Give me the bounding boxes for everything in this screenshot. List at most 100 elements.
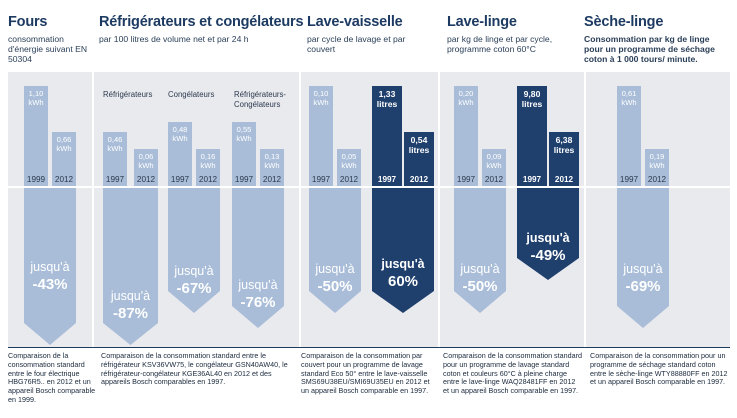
- reduction-arrow: [24, 188, 76, 345]
- bar-value-label: 0,09 kWh: [486, 152, 502, 170]
- footnote: Comparaison de la consommation par couve…: [301, 351, 430, 396]
- bar-year-label: 2012: [262, 175, 282, 184]
- bar-value-label: 0,55 kWh: [236, 125, 252, 143]
- bar: 0,55 kWh 1997: [232, 122, 256, 186]
- bar: 0,20 kWh 1997: [454, 86, 478, 186]
- bar-year-label: 1997: [170, 175, 190, 184]
- column-title: Fours: [8, 14, 48, 30]
- bar-value-label: 0,20 kWh: [458, 89, 474, 107]
- bar: 0,16 kWh 2012: [196, 149, 220, 186]
- column-title: Sèche-linge: [584, 14, 664, 30]
- bar: 0,06 kWh 2012: [134, 149, 158, 186]
- baseline: [94, 186, 299, 188]
- reduction-label: jusqu'à -69%: [611, 261, 675, 295]
- bar: 0,61 kWh 1997: [617, 86, 641, 186]
- reduction-prefix: jusqu'à: [110, 289, 151, 303]
- reduction-percent: -49%: [530, 247, 566, 264]
- bar-value-label: 0,48 kWh: [172, 125, 188, 143]
- reduction-arrow: [168, 188, 220, 313]
- column-header-lave-linge: Lave-linge par kg de linge et par cycle,…: [447, 0, 563, 54]
- baseline: [8, 186, 92, 188]
- bar-year-label: 2012: [484, 175, 504, 184]
- bar: 0,05 kWh 2012: [337, 149, 361, 186]
- reduction-percent: -50%: [462, 278, 498, 295]
- bar: 0,66 kWh 2012: [52, 132, 76, 186]
- footnote: Comparaison de la consommation standard …: [101, 351, 288, 387]
- bar-value-label: 0,46 kWh: [107, 135, 123, 153]
- column-subtitle: par 100 litres de volume net et par 24 h: [99, 34, 249, 44]
- bar: 0,10 kWh 1997: [309, 86, 333, 186]
- bar: 9,80 litres 1997: [517, 86, 547, 186]
- reduction-arrow: [517, 188, 579, 280]
- bar-year-label: 1997: [377, 175, 397, 184]
- bar-year-label: 2012: [136, 175, 156, 184]
- reduction-label: jusqu'à 60%: [366, 256, 440, 290]
- baseline: [586, 186, 730, 188]
- bar-value-label: 6,38 litres: [553, 135, 575, 155]
- bar-year-label: 1997: [234, 175, 254, 184]
- bar-year-label: 1997: [456, 175, 476, 184]
- bar-value-label: 1,33 litres: [376, 89, 398, 109]
- category-label: Réfrigérateurs: [103, 90, 153, 99]
- column-subtitle: consommation d'énergie suivant EN 50304: [8, 34, 88, 65]
- bar-year-label: 1997: [522, 175, 542, 184]
- footnote: Comparaison de la consommation pour un p…: [590, 351, 728, 387]
- column-subtitle: par cycle de lavage et par couvert: [307, 34, 406, 55]
- bar-value-label: 9,80 litres: [521, 89, 543, 109]
- reduction-arrow: [617, 188, 669, 328]
- bar-year-label: 1997: [105, 175, 125, 184]
- bar: 1,10 kWh 1999: [24, 86, 48, 186]
- reduction-prefix: jusqu'à: [174, 264, 214, 278]
- footer-divider: [8, 347, 730, 348]
- reduction-percent: -67%: [176, 280, 212, 297]
- reduction-label: jusqu'à -50%: [448, 261, 512, 295]
- reduction-percent: -87%: [112, 305, 149, 322]
- reduction-prefix: jusqu'à: [460, 262, 500, 276]
- reduction-arrow: [309, 188, 361, 313]
- bar-value-label: 0,61 kWh: [621, 89, 637, 107]
- column-header-seche-linge: Sèche-linge Consommation par kg de linge…: [584, 0, 730, 65]
- reduction-percent: -69%: [625, 278, 661, 295]
- reduction-label: jusqu'à -49%: [511, 230, 585, 264]
- reduction-arrow: [454, 188, 506, 313]
- bar-year-label: 1997: [311, 175, 331, 184]
- bar: 0,13 kWh 2012: [260, 149, 284, 186]
- bar-year-label: 1997: [619, 175, 639, 184]
- baseline: [440, 186, 584, 188]
- column-title: Lave-linge: [447, 14, 517, 30]
- column-subtitle: Consommation par kg de linge pour un pro…: [584, 34, 715, 65]
- bar-value-label: 0,05 kWh: [341, 152, 357, 170]
- bar-value-label: 0,19 kWh: [649, 152, 665, 170]
- reduction-label: jusqu'à -50%: [303, 261, 367, 295]
- reduction-percent: -76%: [240, 294, 276, 311]
- footnote: Comparaison de la consommation standard …: [8, 351, 96, 404]
- category-label: Réfrigérateurs-Congélateurs: [234, 90, 286, 109]
- bar-value-label: 0,06 kWh: [138, 152, 154, 170]
- reduction-prefix: jusqu'à: [315, 262, 355, 276]
- bar-value-label: 0,54 litres: [408, 135, 430, 155]
- bar-year-label: 2012: [554, 175, 574, 184]
- bar-value-label: 0,16 kWh: [200, 152, 216, 170]
- bar-year-label: 2012: [54, 175, 74, 184]
- reduction-label: jusqu'à -67%: [162, 263, 226, 297]
- reduction-prefix: jusqu'à: [381, 257, 425, 271]
- bar-value-label: 1,10 kWh: [28, 89, 44, 107]
- reduction-prefix: jusqu'à: [623, 262, 663, 276]
- column-title: Réfrigérateurs et congélateurs: [99, 14, 304, 30]
- reduction-percent: 60%: [387, 273, 419, 290]
- reduction-label: jusqu'à -87%: [97, 288, 164, 322]
- reduction-arrow: [103, 188, 158, 345]
- column-title: Lave-vaisselle: [307, 14, 403, 30]
- baseline: [301, 186, 438, 188]
- bar-value-label: 0,66 kWh: [56, 135, 72, 153]
- reduction-percent: -50%: [317, 278, 353, 295]
- footnote: Comparaison de la consommation standard …: [443, 351, 583, 396]
- bar: 0,48 kWh 1997: [168, 122, 192, 186]
- bar-year-label: 2012: [339, 175, 359, 184]
- reduction-prefix: jusqu'à: [526, 231, 570, 245]
- column-subtitle: par kg de linge et par cycle, programme …: [447, 34, 553, 55]
- category-label: Congélateurs: [168, 90, 215, 99]
- reduction-label: jusqu'à -43%: [18, 259, 82, 293]
- bar: 0,54 litres 2012: [404, 132, 434, 186]
